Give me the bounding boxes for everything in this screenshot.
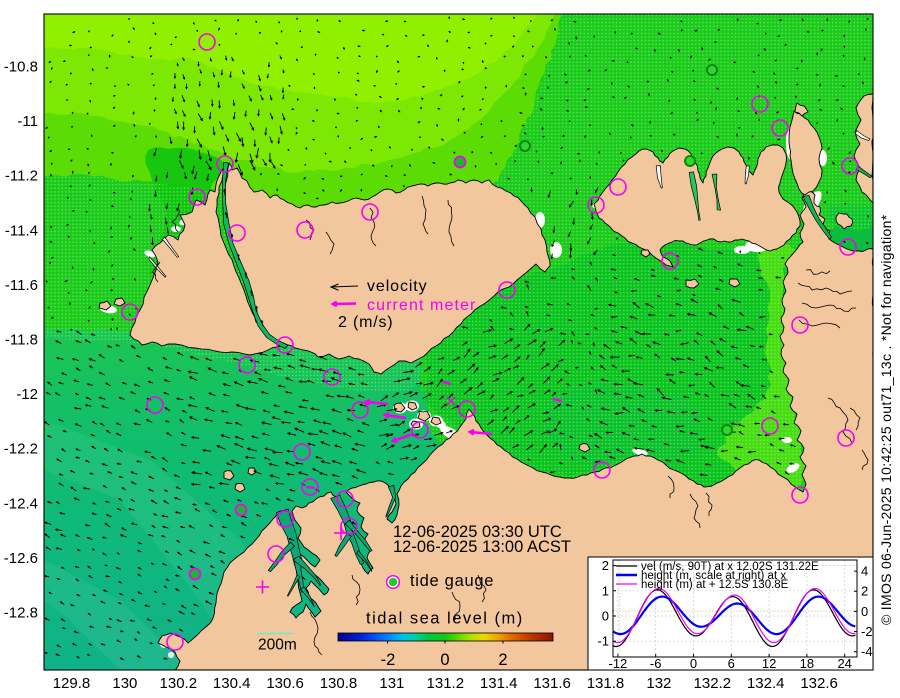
svg-text:2 (m/s): 2 (m/s) (338, 314, 393, 331)
svg-text:current meter: current meter (367, 297, 476, 314)
svg-text:12-06-2025 03:30 UTC: 12-06-2025 03:30 UTC (393, 523, 562, 541)
svg-text:131.2: 131.2 (427, 675, 465, 692)
svg-text:-2: -2 (861, 624, 873, 639)
svg-text:200m: 200m (258, 637, 297, 654)
svg-text:131.8: 131.8 (587, 675, 625, 692)
svg-text:0: 0 (602, 609, 609, 624)
svg-text:-12.6: -12.6 (4, 550, 38, 567)
svg-text:0: 0 (861, 604, 868, 619)
svg-text:velocity: velocity (367, 278, 428, 295)
svg-text:-2: -2 (381, 651, 396, 669)
svg-text:130: 130 (112, 675, 137, 692)
svg-text:129.8: 129.8 (53, 675, 91, 692)
svg-text:0: 0 (440, 651, 449, 669)
svg-text:132: 132 (646, 675, 671, 692)
svg-text:132.4: 132.4 (747, 675, 785, 692)
svg-text:24: 24 (837, 656, 851, 671)
svg-text:131.4: 131.4 (480, 675, 518, 692)
svg-text:2: 2 (602, 558, 609, 573)
svg-text:tidal sea level (m): tidal sea level (m) (366, 610, 524, 628)
svg-text:-12.8: -12.8 (4, 605, 38, 622)
svg-text:-12: -12 (609, 656, 628, 671)
svg-text:18: 18 (800, 656, 814, 671)
svg-text:4: 4 (861, 564, 868, 579)
svg-text:© IMOS 06-Jun-2025 10:42:25 ou: © IMOS 06-Jun-2025 10:42:25 out71_13c . … (878, 214, 894, 625)
svg-text:-4: -4 (861, 644, 873, 659)
svg-text:height (m, scale at right) at: height (m, scale at right) at x (641, 570, 786, 582)
svg-text:-11: -11 (17, 113, 38, 130)
svg-text:132.2: 132.2 (694, 675, 732, 692)
svg-text:131: 131 (379, 675, 404, 692)
svg-text:-6: -6 (650, 656, 662, 671)
svg-text:130.2: 130.2 (160, 675, 198, 692)
svg-text:tide gauge: tide gauge (410, 572, 494, 590)
svg-text:-10.8: -10.8 (4, 59, 38, 76)
svg-text:-11.8: -11.8 (5, 332, 38, 349)
svg-text:132.6: 132.6 (800, 675, 838, 692)
svg-text:12-06-2025 13:00 ACST: 12-06-2025 13:00 ACST (393, 538, 571, 556)
svg-text:6: 6 (728, 656, 735, 671)
svg-text:2: 2 (861, 584, 868, 599)
svg-text:-11.4: -11.4 (5, 222, 38, 239)
svg-text:height (m) at + 12.5S 130.8E: height (m) at + 12.5S 130.8E (641, 579, 789, 591)
svg-text:-11.2: -11.2 (5, 168, 38, 185)
svg-text:130.6: 130.6 (266, 675, 304, 692)
svg-text:12: 12 (762, 656, 776, 671)
svg-text:-12: -12 (16, 386, 38, 403)
svg-text:130.4: 130.4 (213, 675, 251, 692)
svg-text:vel (m/s, 90T) at x 12.02S 131: vel (m/s, 90T) at x 12.02S 131.22E (641, 561, 819, 573)
svg-text:1: 1 (602, 583, 609, 598)
svg-text:-1: -1 (597, 634, 609, 649)
svg-text:2: 2 (498, 651, 507, 669)
svg-text:-11.6: -11.6 (5, 277, 38, 294)
svg-text:0: 0 (690, 656, 697, 671)
svg-text:-12.4: -12.4 (4, 495, 38, 512)
svg-text:130.8: 130.8 (320, 675, 358, 692)
svg-text:-12.2: -12.2 (4, 441, 38, 458)
svg-text:131.6: 131.6 (533, 675, 571, 692)
